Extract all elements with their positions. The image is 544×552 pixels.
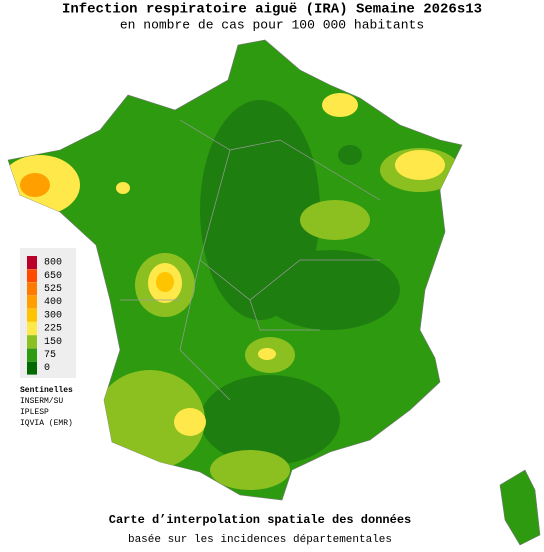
source: IPLESP [20,408,49,417]
title: Infection respiratoire aiguë (IRA) Semai… [62,2,482,18]
footer-title: Carte d’interpolation spatiale des donné… [109,513,411,527]
legend-swatch [27,256,37,269]
source: Sentinelles [20,386,73,395]
sources: Sentinelles INSERM/SU IPLESP IQVIA (EMR) [20,386,73,428]
legend-swatch [27,348,37,362]
legend-label: 75 [44,350,56,361]
legend-swatch [27,308,37,322]
corsica [499,469,541,546]
legend-swatch [27,322,37,335]
legend-label: 225 [44,324,62,335]
legend-label: 525 [44,284,62,295]
subtitle: en nombre de cas pour 100 000 habitants [120,17,424,32]
legend-label: 800 [44,258,62,269]
region-borders [120,119,381,401]
legend-swatch [27,335,37,349]
legend-swatch [27,295,37,309]
legend-swatch [27,361,37,375]
legend-label: 300 [44,310,62,321]
legend-label: 0 [44,363,50,374]
legend-label: 150 [44,337,62,348]
legend-label: 400 [44,297,62,308]
legend: 800 650 525 400 300 225 150 75 0 [27,256,62,375]
map [7,39,541,546]
legend-swatch [27,282,37,296]
legend-label: 650 [44,271,62,282]
source: INSERM/SU [20,397,63,406]
legend-swatch [27,269,37,283]
source: IQVIA (EMR) [20,419,73,428]
footer-subtitle: basée sur les incidences départementales [128,534,392,546]
